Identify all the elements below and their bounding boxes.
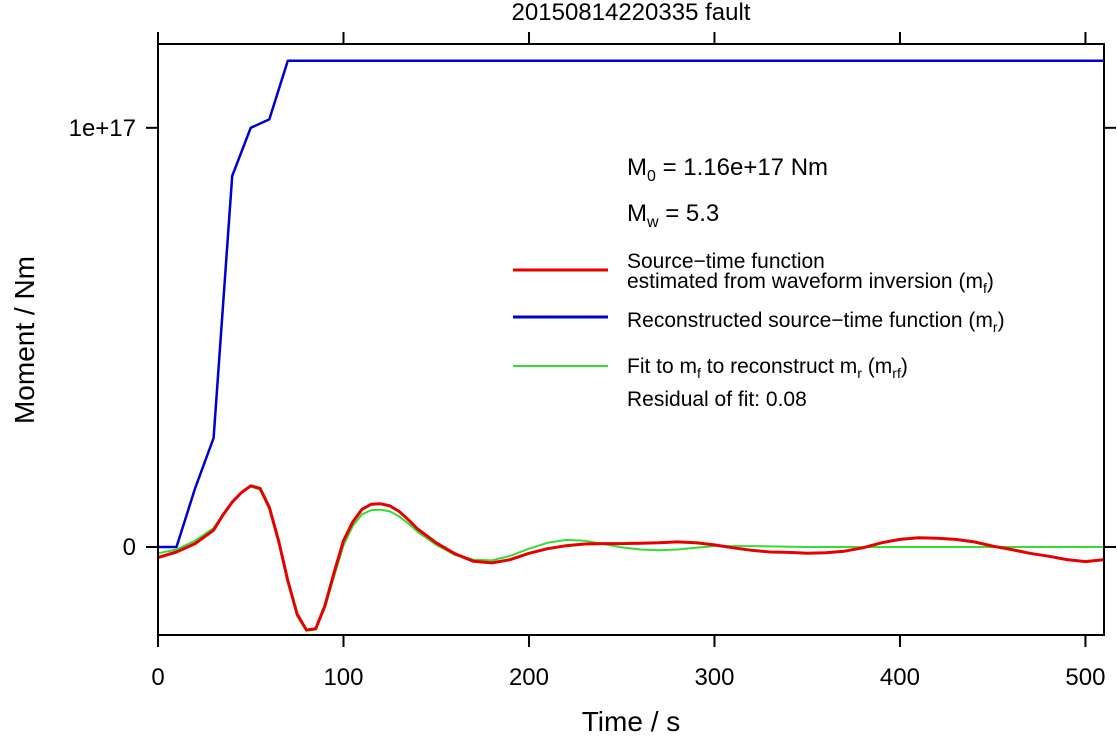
annotation-residual: Residual of fit: 0.08 <box>627 388 807 411</box>
x-tick-label: 0 <box>151 664 164 691</box>
y-axis: 0 1e+17 <box>69 115 1116 561</box>
y-tick-label: 0 <box>123 534 136 561</box>
y-axis-label: Moment / Nm <box>9 256 40 424</box>
legend-label-source-line2: estimated from waveform inversion (mf) <box>627 270 994 296</box>
legend-label-fit: Fit to mf to reconstruct mr (mrf) <box>627 355 908 381</box>
annotation-mw: Mw = 5.3 <box>627 200 719 231</box>
series-line-source-time-function <box>157 484 1105 632</box>
legend: Source−time function estimated from wave… <box>513 250 1005 411</box>
y-tick-label: 1e+17 <box>69 115 136 142</box>
x-tick-label: 200 <box>509 664 549 691</box>
x-tick-label: 400 <box>880 664 920 691</box>
chart-title: 20150814220335 fault <box>512 0 751 26</box>
annotation-m0: M0 = 1.16e+17 Nm <box>627 154 828 185</box>
x-axis-label: Time / s <box>582 706 681 736</box>
series-line-fit <box>157 485 1104 632</box>
x-tick-label: 500 <box>1065 664 1105 691</box>
x-tick-label: 300 <box>694 664 734 691</box>
x-axis: 0 100 200 300 400 500 <box>151 32 1105 691</box>
series-line-reconstructed <box>158 59 1104 549</box>
plot-frame <box>157 43 1105 636</box>
legend-label-source-line1: Source−time function <box>627 250 825 273</box>
legend-label-reconstructed: Reconstructed source−time function (mr) <box>627 309 1005 335</box>
series-layer <box>157 59 1105 632</box>
x-tick-label: 100 <box>323 664 363 691</box>
